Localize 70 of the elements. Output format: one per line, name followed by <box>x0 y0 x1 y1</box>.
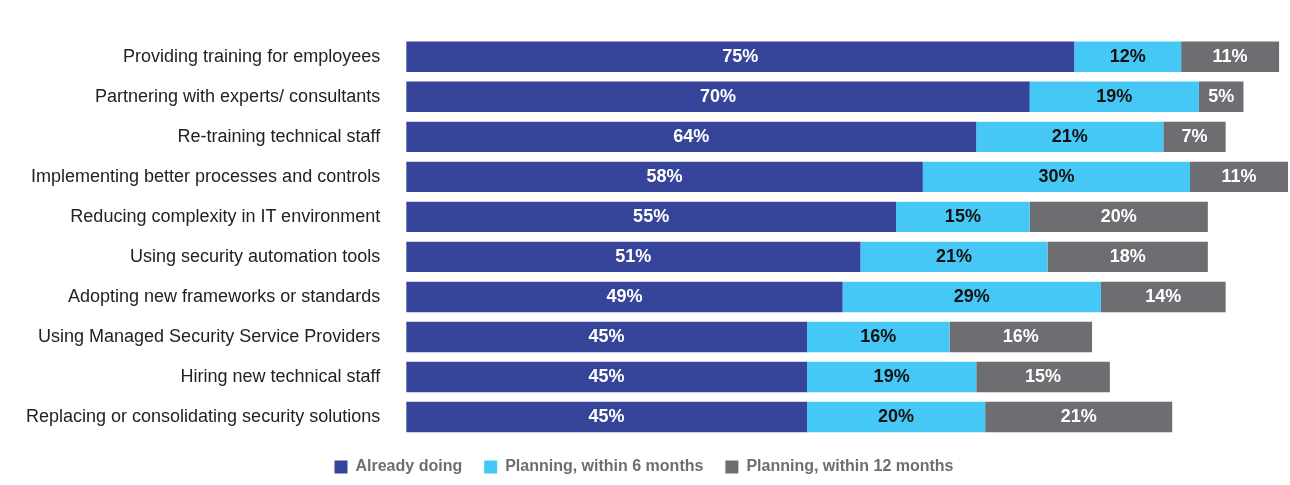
bar <box>406 121 977 153</box>
bar <box>406 321 808 353</box>
bar <box>406 41 1075 73</box>
y-tick-label: Reducing complexity in IT environment <box>70 205 381 226</box>
data-label: 20% <box>878 405 915 426</box>
data-label: 75% <box>722 45 759 66</box>
data-label: 20% <box>1100 205 1137 226</box>
bar <box>1029 81 1199 113</box>
bar <box>406 81 1030 113</box>
bar <box>1074 41 1182 73</box>
y-tick-label: Replacing or consolidating security solutions <box>25 405 381 426</box>
legend-label: Already doing <box>355 457 463 475</box>
bar <box>1047 241 1208 273</box>
data-label: 11% <box>1221 165 1257 186</box>
bar <box>1100 281 1226 313</box>
data-label: 16% <box>1002 325 1039 346</box>
data-label: 70% <box>699 85 736 106</box>
bar <box>860 241 1048 273</box>
bar <box>807 321 950 353</box>
data-label: 45% <box>588 365 625 386</box>
y-tick-label: Adopting new frameworks or standards <box>68 285 381 306</box>
data-label: 19% <box>1096 85 1133 106</box>
data-label: 18% <box>1109 245 1146 266</box>
data-label: 51% <box>615 245 652 266</box>
data-label: 21% <box>1060 405 1097 426</box>
data-label: 15% <box>1025 365 1062 386</box>
legend-label: Planning, within 6 months <box>505 457 704 475</box>
bar <box>406 161 923 193</box>
data-label: 7% <box>1181 125 1208 146</box>
data-label: 49% <box>606 285 643 306</box>
bar <box>406 241 861 273</box>
data-label: 15% <box>944 205 981 226</box>
data-label: 45% <box>588 325 625 346</box>
data-label: 30% <box>1038 165 1075 186</box>
bar <box>985 401 1173 433</box>
bar <box>406 361 808 393</box>
y-tick-label: Using Managed Security Service Providers <box>38 325 381 346</box>
bar <box>896 201 1030 233</box>
bar <box>1163 121 1226 153</box>
data-label: 21% <box>935 245 972 266</box>
y-tick-label: Re-training technical staff <box>177 125 382 146</box>
data-label: 19% <box>873 365 910 386</box>
bar <box>406 201 897 233</box>
y-tick-label: Implementing better processes and controls <box>31 165 381 186</box>
bar <box>807 361 977 393</box>
bar <box>922 161 1191 193</box>
data-label: 14% <box>1145 285 1182 306</box>
bar <box>1029 201 1208 233</box>
data-label: 58% <box>646 165 683 186</box>
y-tick-label: Hiring new technical staff <box>180 365 382 386</box>
y-tick-label: Providing training for employees <box>123 45 381 66</box>
y-tick-label: Partnering with experts/ consultants <box>95 85 381 106</box>
bar <box>406 281 843 313</box>
data-label: 21% <box>1051 125 1088 146</box>
bar <box>842 281 1101 313</box>
data-label: 45% <box>588 405 625 426</box>
data-label: 12% <box>1109 45 1146 66</box>
data-label: 16% <box>860 325 897 346</box>
bar <box>406 401 808 433</box>
data-label: 11% <box>1212 45 1248 66</box>
bar <box>949 321 1093 353</box>
bar <box>807 401 986 433</box>
bar <box>976 121 1164 153</box>
data-label: 55% <box>633 205 670 226</box>
legend-label: Planning, within 12 months <box>746 457 954 475</box>
data-label: 29% <box>953 285 990 306</box>
bar <box>976 361 1110 393</box>
data-label: 5% <box>1208 85 1235 106</box>
data-label: 64% <box>673 125 710 146</box>
y-tick-label: Using security automation tools <box>130 245 381 266</box>
